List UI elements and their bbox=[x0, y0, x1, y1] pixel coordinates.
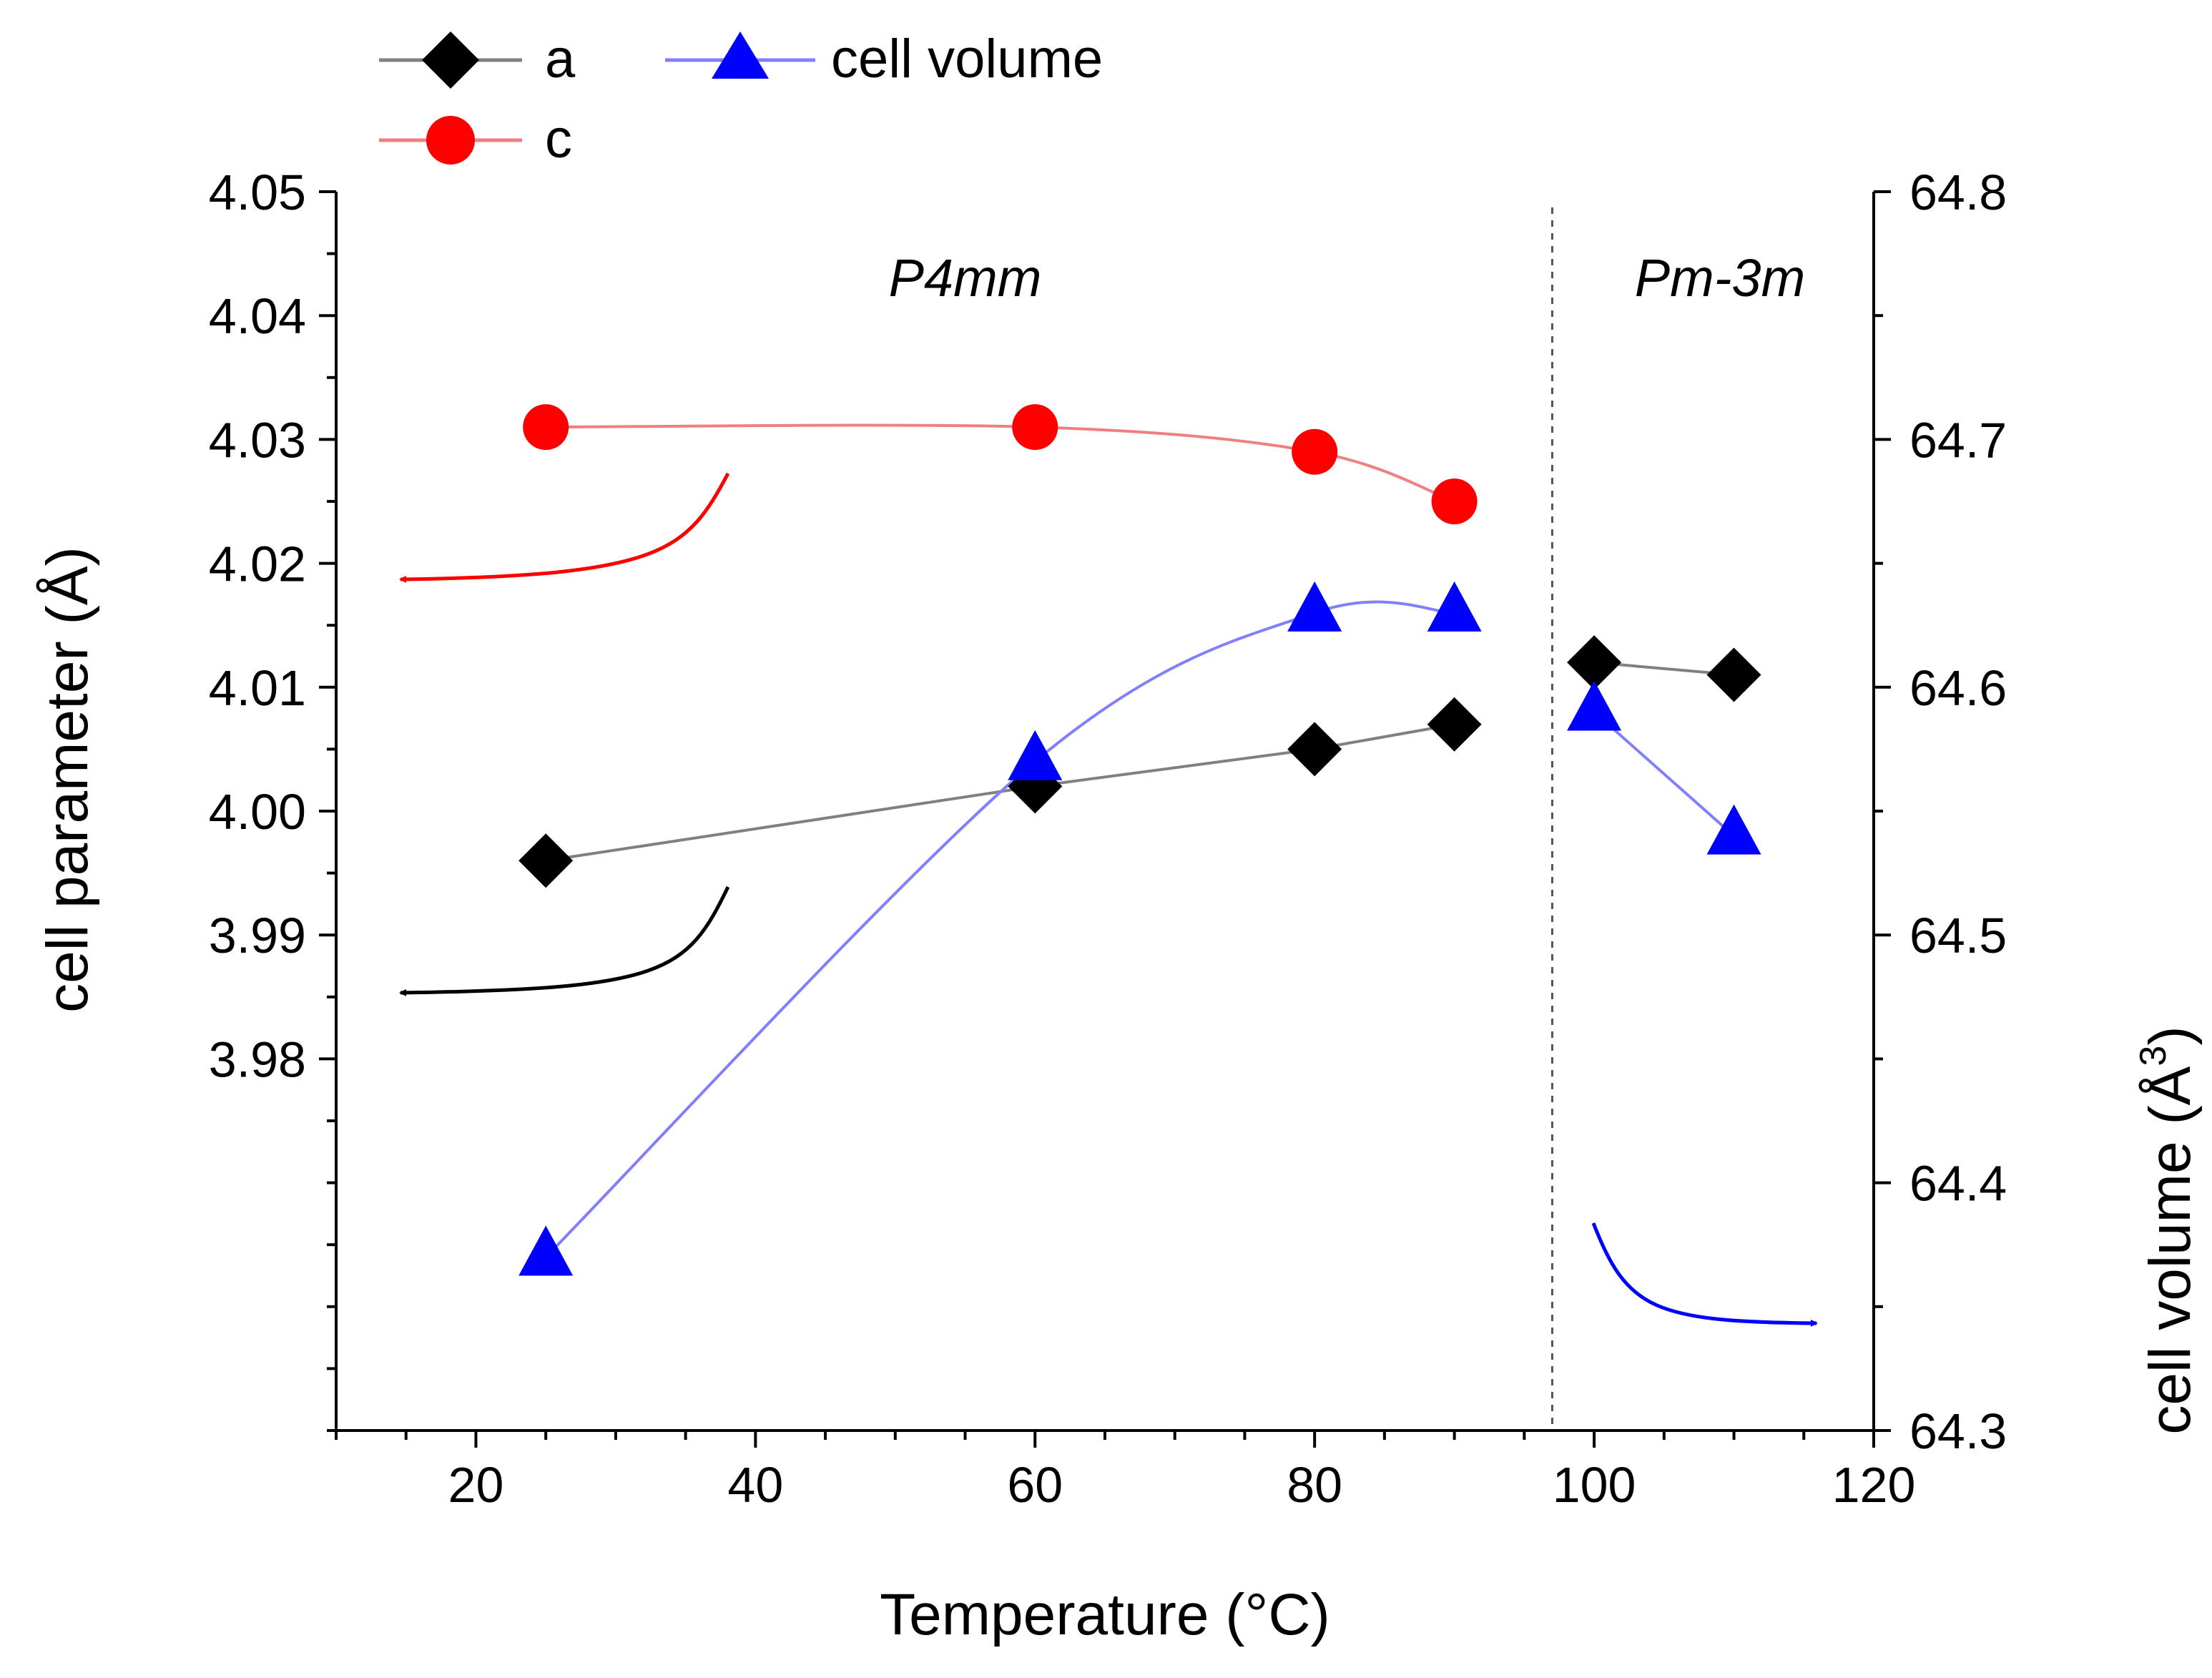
y-tick-label: 4.05 bbox=[209, 165, 306, 220]
legend-marker-a bbox=[422, 31, 479, 89]
a-data-point bbox=[1427, 697, 1482, 752]
a-data-point bbox=[1567, 635, 1622, 690]
y-axis-left-ticks: 3.98 3.99 4.00 4.01 4.02 4.03 4.04 4.05 bbox=[209, 165, 336, 1432]
cell-volume-axis-indicator-arrow bbox=[1591, 1222, 1818, 1327]
y-tick-label: 4.04 bbox=[209, 288, 306, 344]
cell-volume-series-line bbox=[1593, 710, 1735, 838]
y-tick-label: 4.03 bbox=[209, 412, 306, 468]
y2-tick-label: 64.5 bbox=[1909, 908, 2007, 963]
y-tick-label: 3.99 bbox=[209, 908, 306, 963]
c-axis-indicator-arrow bbox=[399, 472, 730, 583]
legend-label-cell-volume: cell volume bbox=[831, 29, 1103, 89]
c-data-point bbox=[523, 404, 569, 451]
x-axis-ticks: 20 40 60 80 100 120 bbox=[335, 1431, 1916, 1513]
y-axis-right-title-main: cell volume (Å bbox=[2138, 1066, 2203, 1434]
cell-volume-data-point bbox=[1567, 680, 1622, 731]
cell-volume-data-point bbox=[1287, 581, 1342, 632]
y2-tick-label: 64.4 bbox=[1909, 1156, 2007, 1212]
phase-label-p4mm: P4mm bbox=[889, 248, 1042, 308]
x-tick-label: 60 bbox=[1007, 1457, 1063, 1513]
y2-tick-label: 64.6 bbox=[1909, 660, 2007, 716]
y2-tick-label: 64.3 bbox=[1909, 1403, 2007, 1459]
series-markers bbox=[518, 404, 1761, 1276]
y2-tick-label: 64.8 bbox=[1909, 165, 2007, 220]
x-tick-label: 80 bbox=[1287, 1457, 1342, 1513]
legend-marker-cell-volume bbox=[712, 31, 769, 79]
y-axis-right-title: cell volume (Å3) bbox=[2133, 1026, 2203, 1434]
c-data-point bbox=[1292, 428, 1338, 475]
axis-indicator-arrows bbox=[399, 472, 1818, 1327]
y-axis-right-title-close: ) bbox=[2138, 1026, 2203, 1045]
legend-marker-c bbox=[426, 116, 475, 165]
legend-entry-cell-volume: cell volume bbox=[665, 29, 1103, 89]
y2-tick-label: 64.7 bbox=[1909, 412, 2007, 468]
x-axis-title: Temperature (°C) bbox=[880, 1582, 1330, 1647]
legend-entry-a: a bbox=[379, 29, 576, 89]
y-axis-right-ticks: 64.3 64.4 64.5 64.6 64.7 64.8 bbox=[1874, 165, 2007, 1459]
y-tick-label: 3.98 bbox=[209, 1031, 306, 1087]
c-data-point bbox=[1431, 479, 1478, 524]
x-tick-label: 40 bbox=[727, 1457, 783, 1513]
a-data-point bbox=[1287, 722, 1342, 777]
series-lines bbox=[544, 423, 1735, 1258]
cell-volume-data-point bbox=[1427, 581, 1482, 632]
cell-volume-data-point bbox=[518, 1225, 574, 1276]
a-data-point bbox=[518, 833, 574, 888]
legend-label-a: a bbox=[545, 29, 576, 89]
plot-area bbox=[335, 192, 1875, 1432]
a-data-point bbox=[1706, 647, 1761, 702]
y-tick-label: 4.00 bbox=[209, 784, 306, 840]
cell-volume-data-point bbox=[1008, 730, 1063, 780]
y-tick-label: 4.01 bbox=[209, 660, 306, 716]
y-axis-left-title: cell parameter (Å) bbox=[35, 546, 100, 1013]
c-series-line bbox=[546, 423, 1455, 503]
legend-entry-c: c bbox=[379, 109, 572, 170]
x-tick-label: 100 bbox=[1553, 1457, 1636, 1513]
legend: a c cell volume bbox=[379, 29, 1103, 170]
cell-volume-series-line bbox=[544, 600, 1455, 1258]
y-axis-right-title-superscript: 3 bbox=[2133, 1046, 2174, 1066]
cell-volume-data-point bbox=[1706, 804, 1761, 855]
phase-label-pm3m: Pm-3m bbox=[1635, 248, 1805, 308]
c-data-point bbox=[1012, 404, 1058, 451]
a-axis-indicator-arrow bbox=[399, 885, 730, 996]
x-tick-label: 120 bbox=[1832, 1457, 1916, 1513]
y-tick-label: 4.02 bbox=[209, 536, 306, 592]
a-series-line bbox=[545, 722, 1455, 863]
x-tick-label: 20 bbox=[448, 1457, 504, 1513]
legend-label-c: c bbox=[545, 109, 572, 170]
